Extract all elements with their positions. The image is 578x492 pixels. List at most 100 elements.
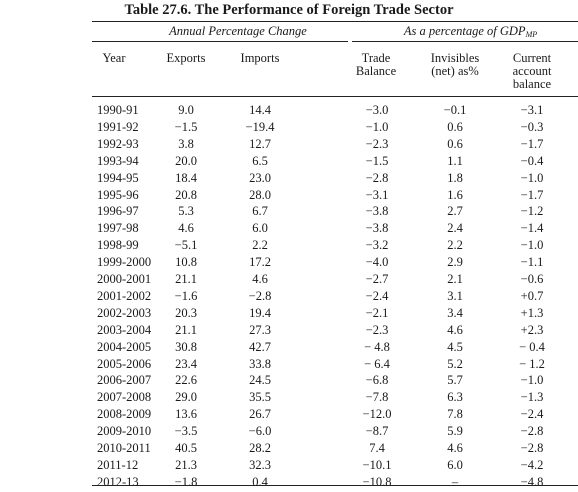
cell-year: 1999-2000 [97,255,152,270]
cell-current: −1.7 [520,136,544,151]
cell-imports: 6.5 [252,153,268,168]
cell-year: 2008-2009 [97,407,152,422]
cell-trade: −3.8 [365,204,389,219]
cell-current: −0.3 [520,119,544,134]
cell-year: 2011-12 [97,457,139,472]
col-header-current: Current account balance [498,52,566,91]
table-row: 2008-2009 13.6 26.7 −12.0 7.8 −2.4 [0,407,578,424]
cell-trade: −1.5 [365,153,389,168]
col-header-current-line1: Current [512,51,552,65]
cell-trade: −2.7 [365,272,389,286]
table-row: 1991-92 −1.5 −19.4 −1.0 0.6 −0.3 [0,120,578,137]
cell-invisibles: 3.4 [447,305,463,320]
cell-imports: 6.7 [252,204,268,219]
cell-current: − 0.4 [519,339,545,354]
col-header-current-line2: account [512,64,552,78]
cell-trade: −10.1 [362,457,392,472]
cell-trade: −6.8 [365,373,389,388]
cell-exports: 21.1 [175,322,197,337]
cell-year: 2005-2006 [97,356,152,371]
cell-invisibles: 6.0 [447,457,463,472]
cell-invisibles: 5.2 [447,356,463,371]
col-header-invisibles-line1: Invisibles [430,51,480,65]
col-header-trade-line1: Trade [361,51,391,65]
cell-imports: 35.5 [249,390,271,405]
cell-current: +1.3 [520,305,544,320]
table-row: 1992-93 3.8 12.7 −2.3 0.6 −1.7 [0,137,578,154]
cell-invisibles: 5.7 [447,373,463,388]
cell-invisibles: 1.8 [447,170,463,185]
cell-year: 1997-98 [97,221,139,236]
cell-trade: −2.1 [365,305,389,320]
cell-invisibles: 2.1 [447,272,463,286]
cell-year: 1996-97 [97,204,139,219]
cell-current: +0.7 [520,288,544,303]
cell-exports: 3.8 [178,136,194,151]
cell-year: 2003-2004 [97,322,152,337]
cell-trade: − 4.8 [364,339,390,354]
cell-invisibles: 2.7 [447,204,463,219]
cell-trade: −2.3 [365,136,389,151]
cell-current: −2.8 [520,441,544,455]
cell-year: 1998-99 [97,238,139,253]
cell-imports: −19.4 [245,119,275,134]
col-header-exports: Exports [166,51,206,65]
cell-year: 2009-2010 [97,424,152,439]
group-header-gdp: As a percentage of GDPMP [368,25,573,41]
cell-year: 1993-94 [97,153,139,168]
col-header-trade-balance: Trade Balance [346,52,406,78]
cell-imports: 28.0 [249,187,271,202]
group-rule-left [92,41,348,42]
col-header-current-line3: balance [512,77,552,91]
table-row: 2003-2004 21.1 27.3 −2.3 4.6 +2.3 [0,323,578,340]
cell-invisibles: 1.6 [447,187,463,202]
table-row: 2004-2005 30.8 42.7 − 4.8 4.5 − 0.4 [0,340,578,357]
col-header-imports: Imports [240,51,280,65]
cell-exports: 4.6 [178,221,194,236]
cell-imports: −6.0 [248,424,272,439]
cell-year: 1991-92 [97,119,139,134]
table-row: 2012-13 −1.8 0.4 −10.8– −4.8 [0,475,578,492]
cell-year: 1990-91 [97,103,139,117]
cell-current: −2.8 [520,424,544,439]
table-row: 2002-2003 20.3 19.4 −2.1 3.4 +1.3 [0,306,578,323]
cell-invisibles: 7.8 [447,407,463,422]
cell-exports: 23.4 [175,356,197,371]
cell-imports: 32.3 [249,457,271,472]
cell-imports: 17.2 [249,255,271,270]
table-row: 2010-2011 40.5 28.2 7.4 4.6 −2.8 [0,441,578,458]
table-row: 1993-94 20.0 6.5 −1.5 1.1 −0.4 [0,154,578,171]
cell-imports: 24.5 [249,373,271,388]
cell-invisibles: 3.1 [447,288,463,303]
cell-invisibles: 4.6 [447,322,463,337]
group-rule-right [352,41,578,42]
cell-exports: 30.8 [175,339,197,354]
cell-current: −1.1 [520,255,544,270]
cell-exports: 40.5 [175,441,197,455]
cell-exports: 21.3 [175,457,197,472]
col-header-trade-line2: Balance [355,64,397,78]
cell-current: −4.8 [520,474,544,489]
cell-exports: 13.6 [175,407,197,422]
cell-year: 2000-2001 [97,272,152,286]
cell-exports: 10.8 [175,255,197,270]
cell-exports: 20.0 [175,153,197,168]
cell-imports: 33.8 [249,356,271,371]
cell-current: −2.4 [520,407,544,422]
group-header-gdp-sub: MP [525,30,538,39]
cell-invisibles: −0.1 [443,103,467,117]
cell-invisibles: 2.9 [447,255,463,270]
cell-trade: −3.1 [365,187,389,202]
cell-current: −1.0 [520,373,544,388]
header-rule [92,96,578,97]
cell-invisibles: 4.5 [447,339,463,354]
cell-trade: −1.0 [365,119,389,134]
col-header-invisibles: Invisibles (net) as% [418,52,492,78]
cell-exports: 20.3 [175,305,197,320]
cell-invisibles: 1.1 [447,153,463,168]
cell-trade: −12.0 [362,407,392,422]
cell-exports: 5.3 [178,204,194,219]
table-row: 2009-2010 −3.5 −6.0 −8.7 5.9 −2.8 [0,424,578,441]
cell-imports: 19.4 [249,305,271,320]
